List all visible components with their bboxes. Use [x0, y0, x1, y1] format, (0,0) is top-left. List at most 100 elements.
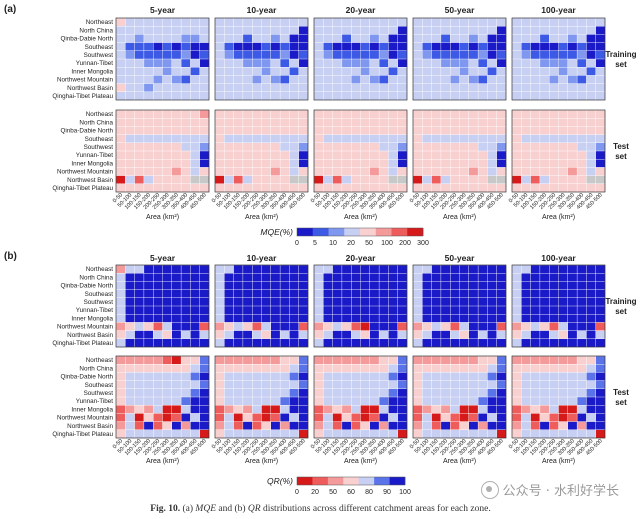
heatmap-cell — [279, 421, 290, 431]
heatmap-cell — [313, 429, 324, 439]
heatmap-cell — [539, 58, 550, 68]
heatmap-cell — [595, 58, 606, 68]
heatmap-cell — [143, 66, 154, 76]
heatmap-cell — [224, 175, 235, 185]
heatmap-cell — [115, 50, 126, 60]
heatmap-cell — [332, 158, 343, 168]
heatmap-cell — [313, 388, 324, 398]
heatmap-cell — [586, 429, 597, 439]
panel-frame — [313, 264, 408, 348]
heatmap-cell — [487, 388, 498, 398]
heatmap-cell — [289, 117, 300, 127]
heatmap-cell — [530, 372, 541, 381]
heatmap-cell — [199, 380, 210, 390]
heatmap-cell — [388, 158, 399, 168]
heatmap-cell — [251, 396, 262, 406]
heatmap-cell — [586, 109, 597, 119]
heatmap-cell — [496, 34, 507, 44]
heatmap-cell — [549, 75, 559, 85]
heatmap-cell — [270, 413, 281, 422]
heatmap-cell — [431, 183, 442, 193]
heatmap-cell — [440, 396, 451, 406]
heatmap-cell — [171, 142, 182, 152]
heatmap-cell — [242, 413, 253, 422]
heatmap-cell — [586, 34, 597, 44]
panel-frame — [313, 17, 408, 101]
heatmap-cell — [190, 83, 201, 93]
heatmap-cell — [289, 75, 300, 85]
heatmap-cell — [242, 405, 253, 414]
heatmap-cell — [152, 58, 163, 68]
heatmap-cell — [468, 150, 479, 160]
heatmap-cell — [323, 405, 333, 414]
heatmap-cell — [341, 17, 352, 27]
heatmap-cell — [369, 126, 380, 136]
heatmap-cell — [397, 322, 408, 331]
heatmap-cell — [298, 289, 309, 299]
heatmap-cell — [369, 421, 380, 431]
heatmap-cell — [134, 429, 145, 439]
heatmap-cell — [431, 175, 442, 185]
heatmap-cell — [378, 42, 389, 52]
heatmap-cell — [477, 388, 488, 398]
heatmap-cell — [251, 42, 262, 52]
heatmap-cell — [440, 126, 451, 136]
heatmap-cell — [369, 75, 380, 85]
heatmap-cell — [388, 183, 399, 193]
heatmap-cell — [190, 42, 201, 52]
heatmap-cell — [332, 421, 343, 431]
heatmap-cell — [279, 117, 290, 127]
heatmap-cell — [332, 355, 343, 365]
watermark-text: 公众号 · 水利好学长 — [502, 484, 619, 499]
heatmap-cell — [332, 372, 343, 381]
heatmap-cell — [539, 421, 550, 431]
heatmap-cell — [251, 91, 262, 101]
heatmap-cell — [549, 364, 559, 373]
heatmap-cell — [251, 126, 262, 136]
heatmap-cell — [412, 58, 423, 68]
heatmap-cell — [261, 355, 272, 365]
heatmap-cell — [595, 429, 606, 439]
zone-label: Northwest Basin — [67, 332, 113, 339]
heatmap-cell — [162, 183, 173, 193]
panel-frame — [412, 264, 507, 348]
heatmap-cell — [487, 158, 498, 168]
heatmap-cell — [576, 264, 587, 274]
heatmap-cell — [199, 83, 210, 93]
heatmap-cell — [251, 264, 262, 274]
heatmap-cell — [549, 429, 559, 439]
heatmap-cell — [233, 429, 244, 439]
heatmap-cell — [567, 117, 578, 127]
heatmap-cell — [261, 273, 272, 282]
heatmap-cell — [214, 183, 225, 193]
heatmap-cell — [125, 421, 136, 431]
heatmap-cell — [459, 17, 470, 27]
heatmap-cell — [162, 50, 173, 60]
heatmap-cell — [369, 91, 380, 101]
zone-label: Qinba-Dabie North — [61, 374, 114, 381]
heatmap-cell — [251, 289, 262, 299]
heatmap-cell — [378, 396, 389, 406]
heatmap-cell — [567, 388, 578, 398]
heatmap-cell — [412, 322, 423, 331]
heatmap-cell — [530, 50, 541, 60]
heatmap-cell — [242, 17, 253, 27]
heatmap-cell — [496, 58, 507, 68]
heatmap-cell — [125, 126, 136, 136]
period-heading: 20-year — [346, 5, 376, 15]
zone-label: Inner Mongolia — [71, 315, 113, 322]
heatmap-cell — [431, 83, 442, 93]
heatmap-cell — [397, 91, 408, 101]
heatmap-cell — [487, 289, 498, 299]
heatmap-cell — [251, 297, 262, 307]
heatmap-cell — [440, 281, 451, 290]
heatmap-cell — [233, 355, 244, 365]
heatmap-cell — [224, 117, 235, 127]
heatmap-cell — [261, 158, 272, 168]
heatmap-cell — [242, 109, 253, 119]
heatmap-cell — [171, 421, 182, 431]
heatmap-cell — [521, 83, 531, 93]
heatmap-cell — [261, 388, 272, 398]
heatmap-cell — [539, 42, 550, 52]
heatmap-cell — [298, 134, 309, 144]
